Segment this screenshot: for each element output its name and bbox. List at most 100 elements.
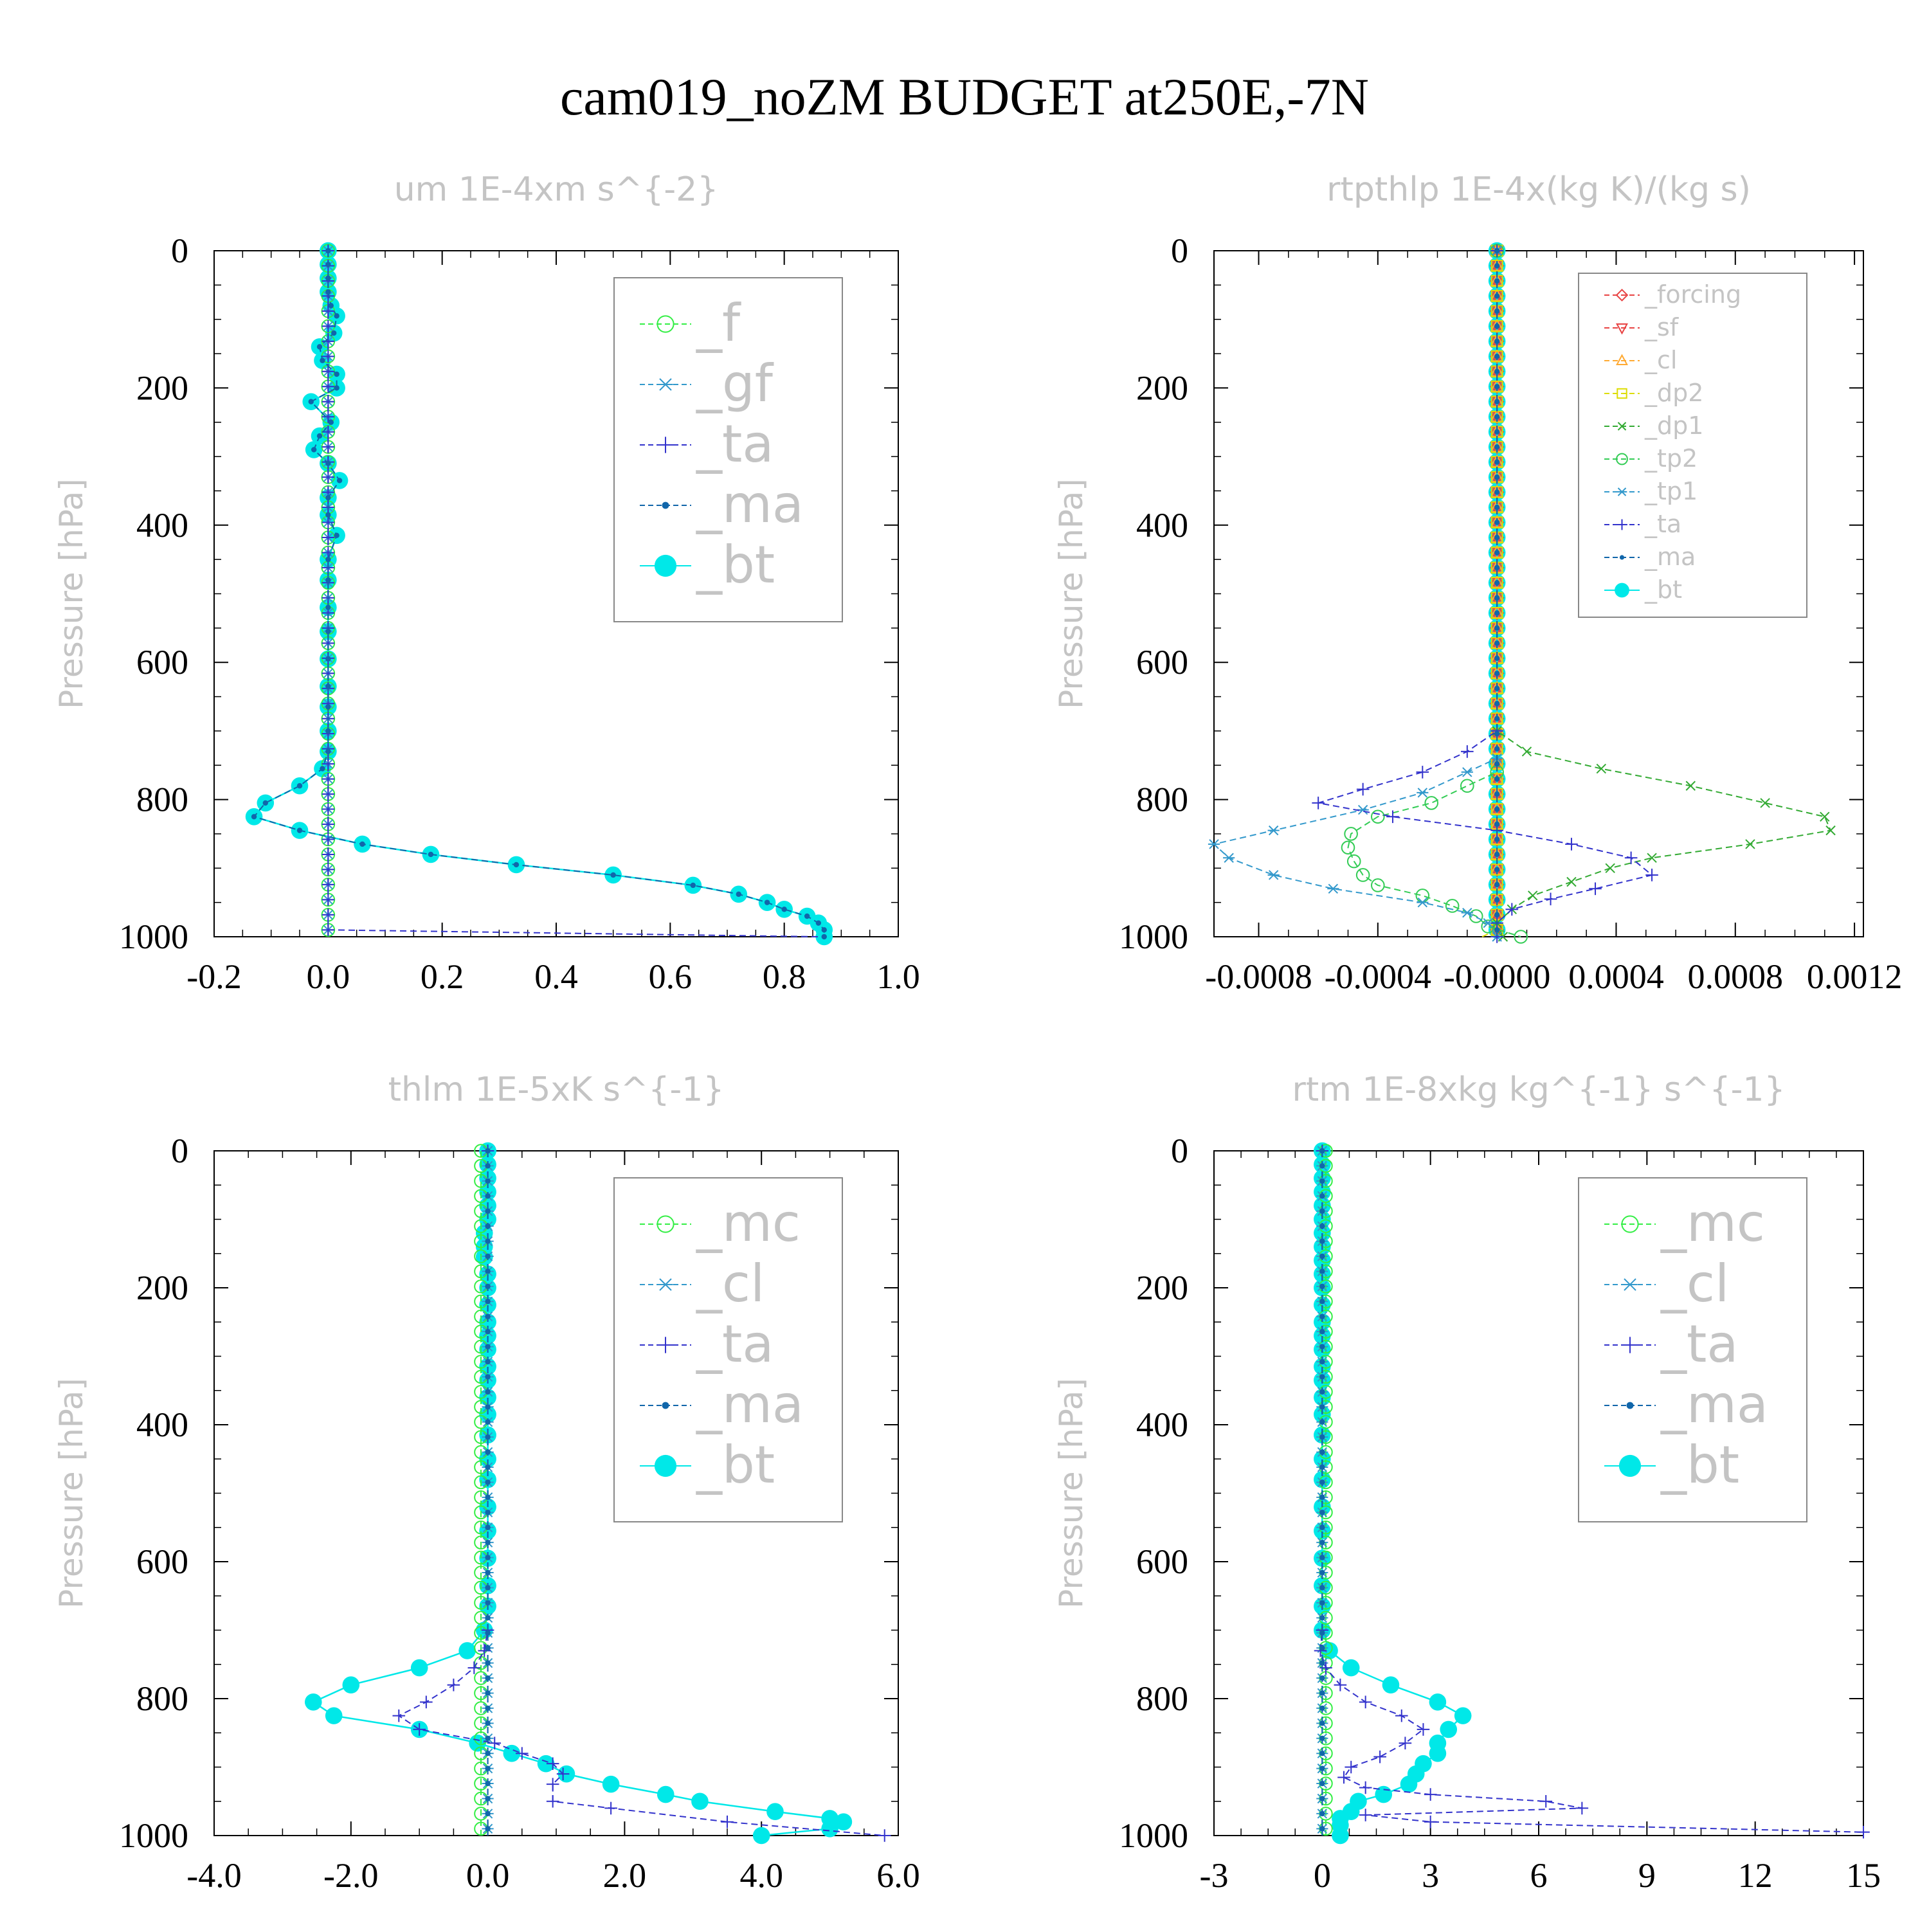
series-point — [447, 1678, 460, 1692]
series-point — [1319, 1826, 1325, 1832]
series-point — [1319, 1193, 1325, 1199]
y-tick-label: 800 — [136, 781, 188, 819]
x-tick-label: -0.0008 — [1205, 957, 1312, 996]
series-point — [485, 1389, 491, 1395]
series-point — [1490, 831, 1504, 845]
series-point — [1341, 840, 1355, 855]
legend-box — [1578, 273, 1807, 618]
legend-item: _bt — [1604, 575, 1682, 604]
y-axis-label: Pressure [hPa] — [53, 1378, 90, 1609]
legend-swatch-marker — [1616, 323, 1628, 335]
legend-item: _dp1 — [1604, 411, 1703, 440]
series-point — [1314, 1405, 1331, 1423]
legend-label: _f — [696, 293, 741, 353]
series-point — [485, 1615, 491, 1621]
series-point — [485, 1826, 491, 1832]
series-point — [1494, 474, 1500, 480]
y-tick-label: 1000 — [119, 1816, 188, 1855]
series-point — [1399, 1737, 1412, 1750]
legend-item: _cl — [1604, 1254, 1729, 1314]
series-point — [428, 851, 434, 858]
series-point — [1521, 746, 1532, 757]
series-point — [1494, 278, 1500, 284]
series-point — [1490, 379, 1504, 392]
series-point — [1395, 1709, 1408, 1722]
series-point — [410, 1659, 428, 1677]
series-point — [1745, 839, 1755, 849]
legend-swatch-marker — [1619, 555, 1625, 560]
legend-label: _bt — [1644, 575, 1682, 604]
series-point — [479, 1169, 496, 1187]
series-point — [1490, 864, 1504, 878]
series-point — [1319, 1163, 1325, 1169]
series-point — [1490, 577, 1503, 589]
legend-item: _f — [640, 293, 741, 353]
series-point — [1490, 380, 1503, 393]
series-point — [1319, 1585, 1325, 1591]
series-point — [1445, 899, 1460, 913]
series-point — [342, 1676, 360, 1693]
series-point — [1760, 798, 1770, 808]
series-point — [1490, 486, 1503, 498]
series-point — [316, 433, 323, 439]
legend-box — [613, 1177, 843, 1522]
y-tick-label: 200 — [1136, 368, 1188, 407]
series-point — [325, 748, 331, 755]
series-point — [1490, 863, 1503, 876]
series-point — [1490, 350, 1503, 363]
series-point — [485, 1359, 491, 1365]
series-point — [1494, 564, 1500, 571]
legend-label: _bt — [696, 535, 775, 595]
series-point — [475, 1224, 493, 1242]
series-point — [325, 656, 331, 662]
series-point — [262, 800, 268, 806]
series-point — [1359, 1781, 1372, 1794]
series-point — [1490, 516, 1503, 528]
series-point — [1314, 1169, 1331, 1187]
series-point — [1424, 796, 1439, 810]
series-ma — [251, 248, 827, 940]
x-tick-label: 9 — [1638, 1856, 1656, 1895]
series-point — [325, 248, 331, 254]
series-point — [334, 313, 340, 319]
series-point — [485, 1299, 491, 1305]
legend: _mc_cl_ta_ma_bt — [613, 1177, 843, 1522]
series-point — [1319, 1720, 1325, 1726]
series-point — [1355, 868, 1370, 882]
series-point — [325, 494, 331, 501]
legend-item: _bt — [640, 1435, 775, 1495]
series-point — [781, 907, 787, 912]
series-point — [485, 1720, 491, 1726]
series-point — [1494, 867, 1500, 872]
series-point — [537, 1755, 555, 1773]
series-point — [325, 512, 331, 518]
series-point — [1494, 534, 1500, 541]
series-point — [657, 1785, 675, 1803]
series-point — [1490, 517, 1504, 530]
series-point — [1494, 806, 1500, 812]
panel-title: um 1E-4xm s^{-2} — [394, 170, 719, 209]
x-tick-label: 15 — [1846, 1856, 1881, 1895]
series-point — [322, 305, 335, 318]
series-point — [1490, 894, 1504, 908]
series-point — [322, 516, 335, 529]
series-point — [485, 1780, 491, 1787]
y-tick-label: 0 — [171, 1132, 188, 1170]
series-point — [359, 841, 365, 847]
series-point — [1356, 782, 1370, 796]
y-tick-label: 400 — [1136, 1405, 1188, 1444]
series-point — [1490, 804, 1504, 817]
series-point — [485, 1585, 491, 1591]
series-point — [764, 899, 770, 905]
series-point — [320, 357, 325, 363]
x-tick-label: -0.0004 — [1325, 957, 1431, 996]
series-point — [467, 1661, 481, 1674]
series-point — [322, 440, 335, 453]
series-point — [1417, 897, 1429, 908]
series-point — [1494, 414, 1500, 420]
series-point — [325, 289, 331, 295]
series-point — [485, 1690, 491, 1696]
series-point — [1490, 320, 1503, 332]
series-point — [322, 818, 335, 831]
series-point — [251, 814, 257, 820]
